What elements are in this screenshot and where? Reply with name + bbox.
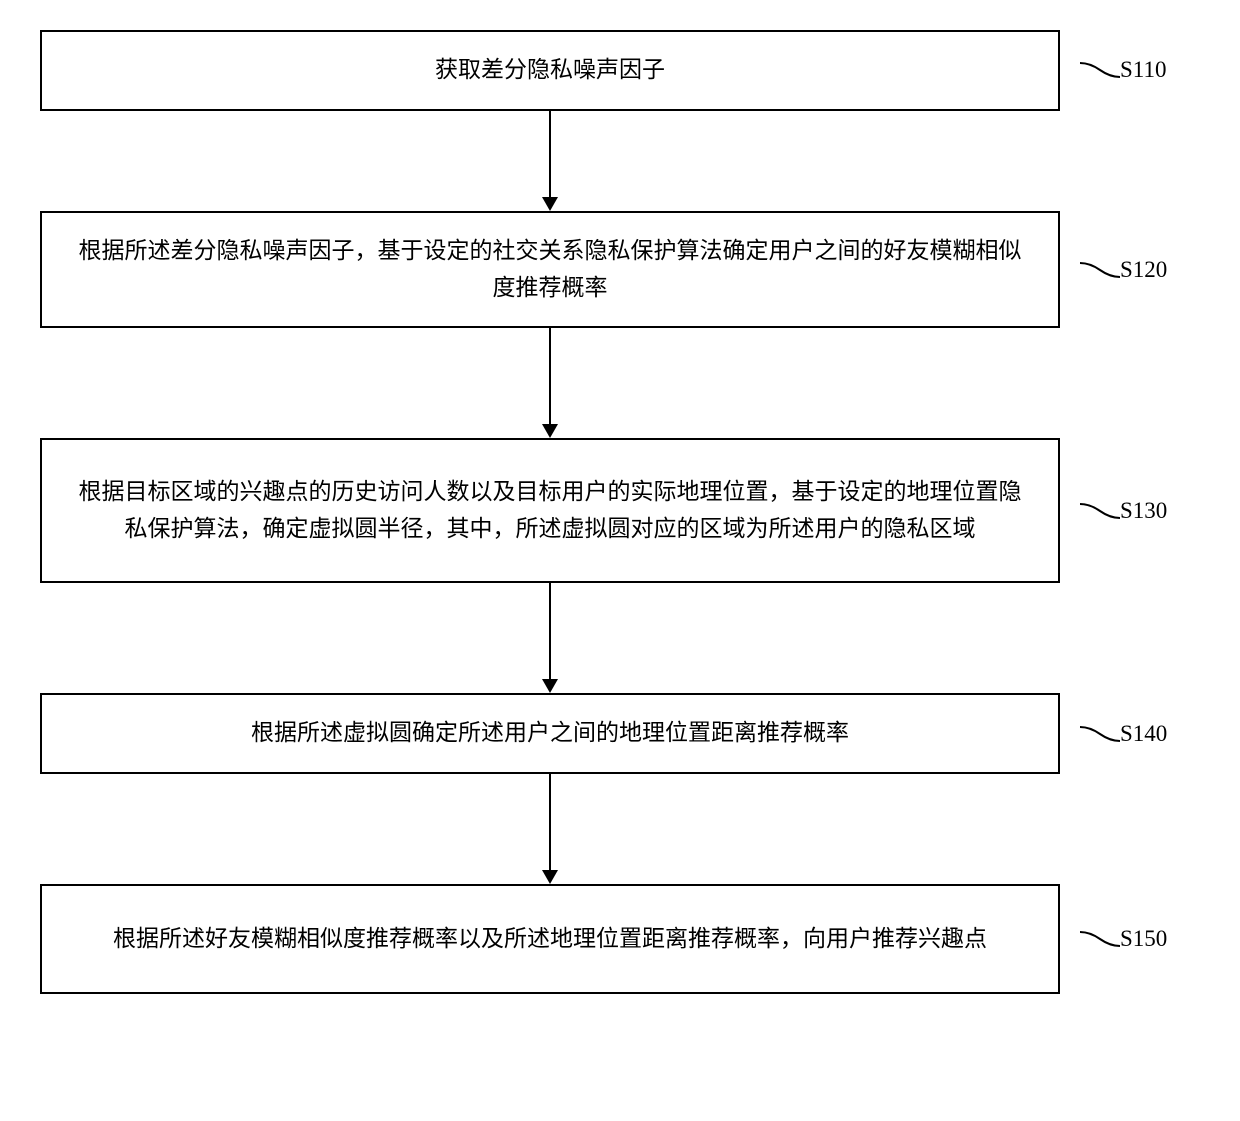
step-box-1: 获取差分隐私噪声因子 — [40, 30, 1060, 111]
step-label-2: S120 — [1120, 257, 1167, 283]
connector-curve-5 — [1080, 924, 1120, 954]
arrow-line-3 — [549, 583, 551, 679]
arrow-container-2 — [40, 328, 1200, 438]
step-box-5: 根据所述好友模糊相似度推荐概率以及所述地理位置距离推荐概率，向用户推荐兴趣点 — [40, 884, 1060, 994]
step-label-container-5: S150 — [1080, 924, 1200, 954]
step-box-4: 根据所述虚拟圆确定所述用户之间的地理位置距离推荐概率 — [40, 693, 1060, 774]
step-text-4: 根据所述虚拟圆确定所述用户之间的地理位置距离推荐概率 — [251, 715, 849, 752]
arrow-container-4 — [40, 774, 1200, 884]
arrow-line-1 — [549, 111, 551, 197]
step-row-1: 获取差分隐私噪声因子 S110 — [40, 30, 1200, 111]
arrow-1 — [542, 111, 558, 211]
step-text-3: 根据目标区域的兴趣点的历史访问人数以及目标用户的实际地理位置，基于设定的地理位置… — [72, 474, 1028, 548]
step-text-1: 获取差分隐私噪声因子 — [435, 52, 665, 89]
connector-curve-4 — [1080, 719, 1120, 749]
arrow-2 — [542, 328, 558, 438]
step-text-2: 根据所述差分隐私噪声因子，基于设定的社交关系隐私保护算法确定用户之间的好友模糊相… — [72, 233, 1028, 307]
arrow-head-4 — [542, 870, 558, 884]
step-label-container-4: S140 — [1080, 719, 1200, 749]
arrow-line-2 — [549, 328, 551, 424]
step-label-container-2: S120 — [1080, 255, 1200, 285]
step-label-5: S150 — [1120, 926, 1167, 952]
arrow-head-1 — [542, 197, 558, 211]
arrow-head-2 — [542, 424, 558, 438]
step-row-3: 根据目标区域的兴趣点的历史访问人数以及目标用户的实际地理位置，基于设定的地理位置… — [40, 438, 1200, 583]
step-row-4: 根据所述虚拟圆确定所述用户之间的地理位置距离推荐概率 S140 — [40, 693, 1200, 774]
step-label-1: S110 — [1120, 57, 1166, 83]
step-label-3: S130 — [1120, 498, 1167, 524]
step-label-4: S140 — [1120, 721, 1167, 747]
arrow-container-1 — [40, 111, 1200, 211]
arrow-head-3 — [542, 679, 558, 693]
step-label-container-1: S110 — [1080, 55, 1200, 85]
connector-curve-2 — [1080, 255, 1120, 285]
arrow-4 — [542, 774, 558, 884]
step-text-5: 根据所述好友模糊相似度推荐概率以及所述地理位置距离推荐概率，向用户推荐兴趣点 — [113, 921, 987, 958]
step-label-container-3: S130 — [1080, 496, 1200, 526]
step-box-3: 根据目标区域的兴趣点的历史访问人数以及目标用户的实际地理位置，基于设定的地理位置… — [40, 438, 1060, 583]
step-box-2: 根据所述差分隐私噪声因子，基于设定的社交关系隐私保护算法确定用户之间的好友模糊相… — [40, 211, 1060, 329]
step-row-5: 根据所述好友模糊相似度推荐概率以及所述地理位置距离推荐概率，向用户推荐兴趣点 S… — [40, 884, 1200, 994]
arrow-3 — [542, 583, 558, 693]
arrow-container-3 — [40, 583, 1200, 693]
step-row-2: 根据所述差分隐私噪声因子，基于设定的社交关系隐私保护算法确定用户之间的好友模糊相… — [40, 211, 1200, 329]
connector-curve-3 — [1080, 496, 1120, 526]
flowchart-container: 获取差分隐私噪声因子 S110 根据所述差分隐私噪声因子，基于设定的社交关系隐私… — [40, 30, 1200, 994]
connector-curve-1 — [1080, 55, 1120, 85]
arrow-line-4 — [549, 774, 551, 870]
